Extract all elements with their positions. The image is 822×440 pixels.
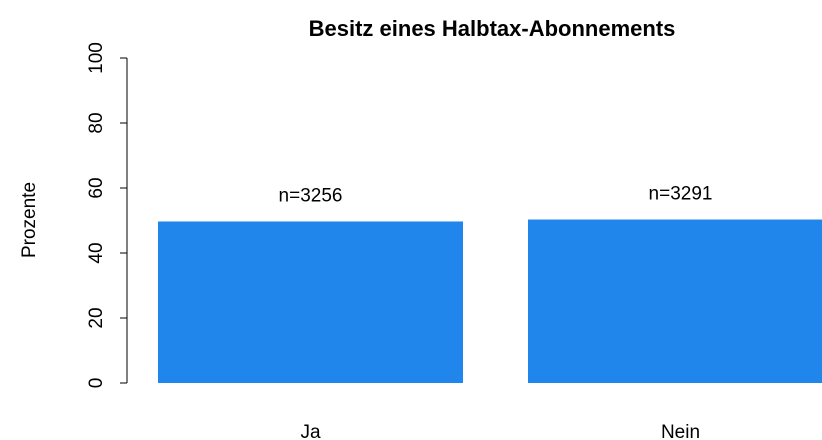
y-tick-label: 0 xyxy=(86,378,107,389)
bar-annotation: n=3256 xyxy=(279,185,343,206)
bar xyxy=(528,219,822,383)
y-tick-label: 100 xyxy=(86,42,107,74)
bar-annotation: n=3291 xyxy=(649,184,713,205)
x-tick-label: Ja xyxy=(300,422,321,440)
y-axis-label: Prozente xyxy=(19,182,40,258)
y-tick-label: 60 xyxy=(86,177,107,198)
x-tick-label: Nein xyxy=(661,422,700,440)
bar xyxy=(158,221,463,383)
chart-title: Besitz eines Halbtax-Abonnements xyxy=(309,16,676,41)
y-tick-label: 40 xyxy=(86,242,107,263)
y-tick-label: 80 xyxy=(86,112,107,133)
y-tick-label: 20 xyxy=(86,307,107,328)
